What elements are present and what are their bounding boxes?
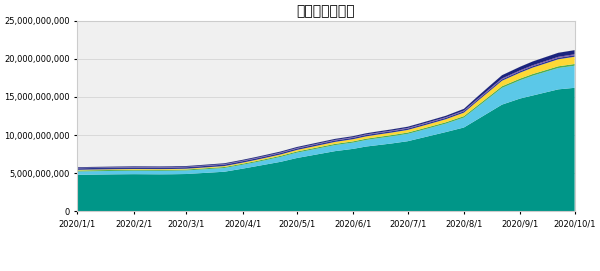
Legend: USDT, USDC, PAX, BUSD, TUSD, HUSD, DAI, GUSD: USDT, USDC, PAX, BUSD, TUSD, HUSD, DAI, … xyxy=(145,269,427,271)
Title: 稳定币的流通量: 稳定币的流通量 xyxy=(296,4,355,18)
